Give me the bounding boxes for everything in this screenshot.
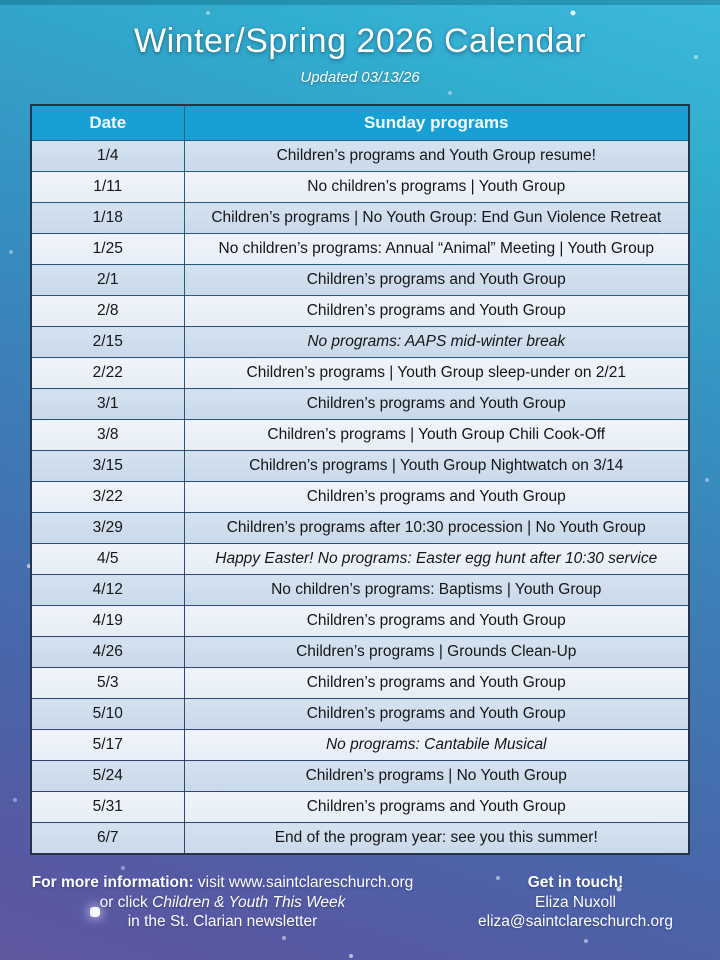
date-cell: 5/24: [30, 760, 185, 792]
date-cell: 6/7: [30, 822, 185, 855]
program-cell: Children’s programs | No Youth Group: En…: [183, 202, 690, 234]
program-cell: Children’s programs | Youth Group Nightw…: [183, 450, 690, 482]
program-cell: Children’s programs | No Youth Group: [183, 760, 690, 792]
date-cell: 5/3: [30, 667, 185, 699]
table-row: 3/29 Children’s programs after 10:30 proc…: [30, 512, 690, 544]
program-cell: No children’s programs | Youth Group: [183, 171, 690, 203]
contact-heading: Get in touch!: [527, 874, 624, 891]
info-label: For more information:: [31, 874, 194, 891]
program-cell: Children’s programs | Grounds Clean-Up: [183, 636, 690, 668]
table-row: 2/8 Children’s programs and Youth Group: [30, 295, 690, 327]
date-cell: 4/12: [30, 574, 185, 606]
header-block: Winter/Spring 2026 Calendar Updated 03/1…: [0, 0, 720, 86]
table-row: 6/7 End of the program year: see you this…: [30, 822, 690, 855]
more-info-block: For more information: visit www.saintcla…: [0, 873, 445, 932]
table-row: 1/25 No children’s programs: Annual “Anim…: [30, 233, 690, 265]
date-cell: 4/19: [30, 605, 185, 637]
table-row: 5/24 Children’s programs | No Youth Group: [30, 760, 690, 792]
click-prefix: or click: [99, 893, 153, 911]
table-row: 3/1 Children’s programs and Youth Group: [30, 388, 690, 420]
page-updated-date: Updated 03/13/26: [300, 69, 420, 86]
table-row: 3/8 Children’s programs | Youth Group Chi…: [30, 419, 690, 451]
table-row: 5/31 Children’s programs and Youth Group: [30, 791, 690, 823]
table-header-row: Date Sunday programs: [30, 104, 690, 141]
contact-block: Get in touch! Eliza Nuxoll eliza@saintcl…: [445, 873, 720, 932]
table-row: 4/5 Happy Easter! No programs: Easter egg…: [30, 543, 690, 575]
program-cell: Children’s programs | Youth Group Chili …: [183, 419, 690, 451]
date-cell: 2/15: [30, 326, 185, 358]
contact-email: eliza@saintclareschurch.org: [478, 913, 673, 930]
date-cell: 5/17: [30, 729, 185, 761]
table-row: 2/1 Children’s programs and Youth Group: [30, 264, 690, 296]
table-row: 1/4 Children’s programs and Youth Group r…: [30, 140, 690, 172]
program-cell: No children’s programs: Baptisms | Youth…: [183, 574, 690, 606]
programs-column-header: Sunday programs: [183, 104, 690, 141]
newsletter-column-name: Children & Youth This Week: [152, 893, 346, 911]
program-cell: Children’s programs and Youth Group: [183, 388, 690, 420]
date-cell: 3/8: [30, 419, 185, 451]
program-cell: No children’s programs: Annual “Animal” …: [183, 233, 690, 265]
date-column-header: Date: [30, 104, 185, 141]
program-cell: Children’s programs and Youth Group resu…: [183, 140, 690, 172]
program-cell: Children’s programs and Youth Group: [183, 791, 690, 823]
program-cell: Children’s programs and Youth Group: [183, 605, 690, 637]
program-cell: Children’s programs and Youth Group: [183, 481, 690, 513]
table-row: 4/12 No children’s programs: Baptisms | Y…: [30, 574, 690, 606]
top-edge-shade: [0, 0, 720, 5]
table-row: 1/18 Children’s programs | No Youth Group…: [30, 202, 690, 234]
table-row: 4/19 Children’s programs and Youth Group: [30, 605, 690, 637]
calendar-table: Date Sunday programs 1/4 Children’s progr…: [30, 104, 690, 855]
date-cell: 2/1: [30, 264, 185, 296]
table-row: 2/15 No programs: AAPS mid-winter break: [30, 326, 690, 358]
table-row: 4/26 Children’s programs | Grounds Clean-…: [30, 636, 690, 668]
info-line-2: or click Children & Youth This Week: [0, 893, 445, 913]
date-cell: 4/5: [30, 543, 185, 575]
date-cell: 2/8: [30, 295, 185, 327]
program-cell: Children’s programs and Youth Group: [183, 295, 690, 327]
date-cell: 1/11: [30, 171, 185, 203]
table-row: 5/3 Children’s programs and Youth Group: [30, 667, 690, 699]
footer: For more information: visit www.saintcla…: [0, 873, 720, 932]
program-cell: Children’s programs and Youth Group: [183, 698, 690, 730]
date-cell: 5/10: [30, 698, 185, 730]
info-website-text: visit www.saintclareschurch.org: [193, 874, 414, 891]
program-cell: Children’s programs and Youth Group: [183, 264, 690, 296]
date-cell: 3/29: [30, 512, 185, 544]
program-cell: Happy Easter! No programs: Easter egg hu…: [183, 543, 690, 575]
table-row: 2/22 Children’s programs | Youth Group sl…: [30, 357, 690, 389]
program-cell: Children’s programs after 10:30 processi…: [183, 512, 690, 544]
date-cell: 3/15: [30, 450, 185, 482]
table-row: 3/22 Children’s programs and Youth Group: [30, 481, 690, 513]
date-cell: 3/1: [30, 388, 185, 420]
info-line-1: For more information: visit www.saintcla…: [0, 873, 445, 893]
table-row: 5/10 Children’s programs and Youth Group: [30, 698, 690, 730]
date-cell: 3/22: [30, 481, 185, 513]
page-title: Winter/Spring 2026 Calendar: [134, 22, 586, 60]
date-cell: 2/22: [30, 357, 185, 389]
date-cell: 1/4: [30, 140, 185, 172]
date-cell: 1/25: [30, 233, 185, 265]
program-cell: No programs: Cantabile Musical: [183, 729, 690, 761]
program-cell: End of the program year: see you this su…: [183, 822, 690, 855]
program-cell: Children’s programs | Youth Group sleep-…: [183, 357, 690, 389]
info-line-3: in the St. Clarian newsletter: [127, 913, 318, 930]
table-row: 5/17 No programs: Cantabile Musical: [30, 729, 690, 761]
date-cell: 4/26: [30, 636, 185, 668]
contact-name: Eliza Nuxoll: [535, 893, 616, 911]
date-cell: 5/31: [30, 791, 185, 823]
table-row: 3/15 Children’s programs | Youth Group Ni…: [30, 450, 690, 482]
table-row: 1/11 No children’s programs | Youth Group: [30, 171, 690, 203]
date-cell: 1/18: [30, 202, 185, 234]
program-cell: Children’s programs and Youth Group: [183, 667, 690, 699]
program-cell: No programs: AAPS mid-winter break: [183, 326, 690, 358]
